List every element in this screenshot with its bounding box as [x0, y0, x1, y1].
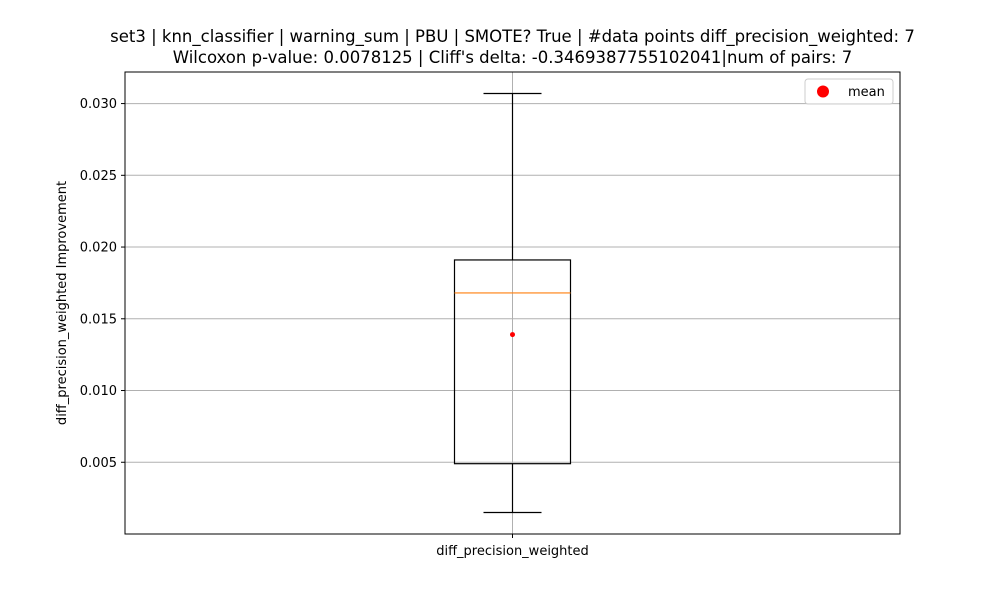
- legend-frame: [804, 78, 894, 105]
- legend-mean-marker: [817, 85, 829, 98]
- y-tick-label: 0.015: [80, 312, 117, 327]
- x-tick-label: diff_precision_weighted: [436, 544, 589, 559]
- y-tick-label: 0.030: [80, 97, 117, 112]
- y-axis-label: diff_precision_weighted Improvement: [55, 181, 70, 425]
- iqr-box: [453, 259, 572, 465]
- chart-title: set3 | knn_classifier | warning_sum | PB…: [110, 27, 915, 46]
- y-axis: 0.005 0.010 0.015 0.020 0.025 0.030: [80, 97, 125, 471]
- legend-entry-mean: mean: [848, 85, 885, 100]
- y-tick-label: 0.005: [80, 456, 117, 471]
- x-axis: diff_precision_weighted: [436, 534, 589, 559]
- box-plot: [453, 92, 572, 514]
- chart-subtitle: Wilcoxon p-value: 0.0078125 | Cliff's de…: [172, 48, 853, 67]
- y-tick-label: 0.010: [80, 384, 117, 399]
- y-tick-label: 0.020: [80, 241, 117, 256]
- mean-marker: [510, 332, 515, 338]
- y-tick-label: 0.025: [80, 169, 117, 184]
- legend: mean: [804, 78, 894, 105]
